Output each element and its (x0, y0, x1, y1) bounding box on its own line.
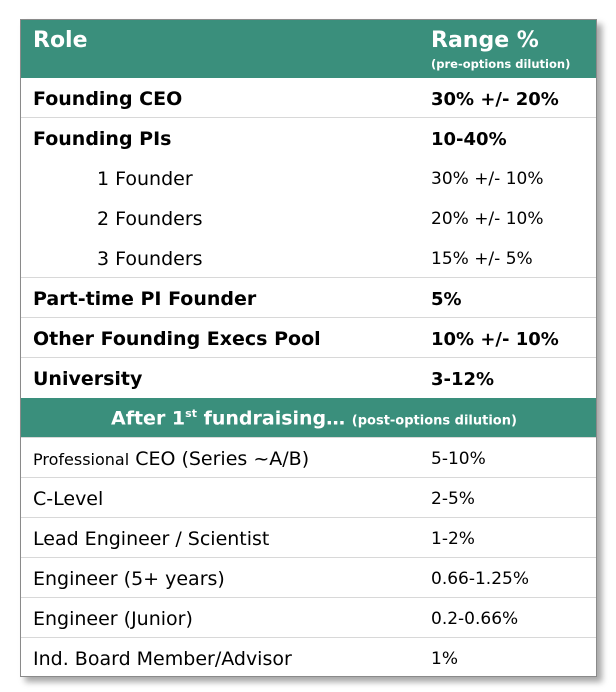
range-cell: 0.66-1.25% (431, 569, 529, 589)
range-cell: 2-5% (431, 489, 475, 509)
table-row: Lead Engineer / Scientist 1-2% (21, 518, 596, 558)
role-cell: 1 Founder (97, 168, 193, 190)
role-cell: Engineer (Junior) (33, 608, 193, 630)
role-cell: C-Level (33, 488, 104, 510)
table-header: Role Range % (pre-options dilution) (21, 20, 596, 78)
table-row: Other Founding Execs Pool 10% +/- 10% (21, 318, 596, 358)
table-row: Part-time PI Founder 5% (21, 278, 596, 318)
table-row: 3 Founders 15% +/- 5% (21, 238, 596, 278)
role-cell: Founding CEO (33, 88, 183, 110)
role-cell: Engineer (5+ years) (33, 568, 225, 590)
section-title: After 1st fundraising… (post-options dil… (111, 407, 517, 430)
range-cell: 10-40% (431, 129, 507, 150)
section-note: (post-options dilution) (351, 413, 517, 429)
table-row: Founding PIs 10-40% (21, 118, 596, 158)
range-cell: 1-2% (431, 529, 475, 549)
range-cell: 5-10% (431, 449, 486, 469)
section-header: After 1st fundraising… (post-options dil… (21, 398, 596, 438)
table-row: Professional CEO (Series ~A/B) 5-10% (21, 438, 596, 478)
range-cell: 10% +/- 10% (431, 329, 559, 350)
table-row: Ind. Board Member/Advisor 1% (21, 638, 596, 678)
table-row: 2 Founders 20% +/- 10% (21, 198, 596, 238)
table-row: Engineer (Junior) 0.2-0.66% (21, 598, 596, 638)
header-role: Role (33, 28, 88, 53)
range-cell: 30% +/- 10% (431, 169, 544, 189)
role-cell: 3 Founders (97, 248, 203, 270)
role-cell: Part-time PI Founder (33, 288, 257, 310)
table-row: C-Level 2-5% (21, 478, 596, 518)
role-cell: Other Founding Execs Pool (33, 328, 321, 350)
range-cell: 15% +/- 5% (431, 249, 533, 269)
range-cell: 5% (431, 289, 462, 310)
equity-table: Role Range % (pre-options dilution) Foun… (20, 19, 597, 677)
role-cell: Lead Engineer / Scientist (33, 528, 270, 550)
range-cell: 30% +/- 20% (431, 89, 559, 110)
table-row: 1 Founder 30% +/- 10% (21, 158, 596, 198)
range-cell: 0.2-0.66% (431, 609, 519, 629)
range-cell: 1% (431, 649, 458, 669)
role-cell: Ind. Board Member/Advisor (33, 648, 292, 670)
role-cell: 2 Founders (97, 208, 203, 230)
role-cell: Professional CEO (Series ~A/B) (33, 448, 310, 470)
table-row: Engineer (5+ years) 0.66-1.25% (21, 558, 596, 598)
range-cell: 3-12% (431, 369, 495, 390)
header-range: Range % (431, 28, 539, 53)
role-cell: Founding PIs (33, 128, 172, 150)
range-cell: 20% +/- 10% (431, 209, 544, 229)
table-row: Founding CEO 30% +/- 20% (21, 78, 596, 118)
table-row: University 3-12% (21, 358, 596, 398)
header-range-note: (pre-options dilution) (431, 57, 571, 71)
role-cell: University (33, 368, 143, 390)
